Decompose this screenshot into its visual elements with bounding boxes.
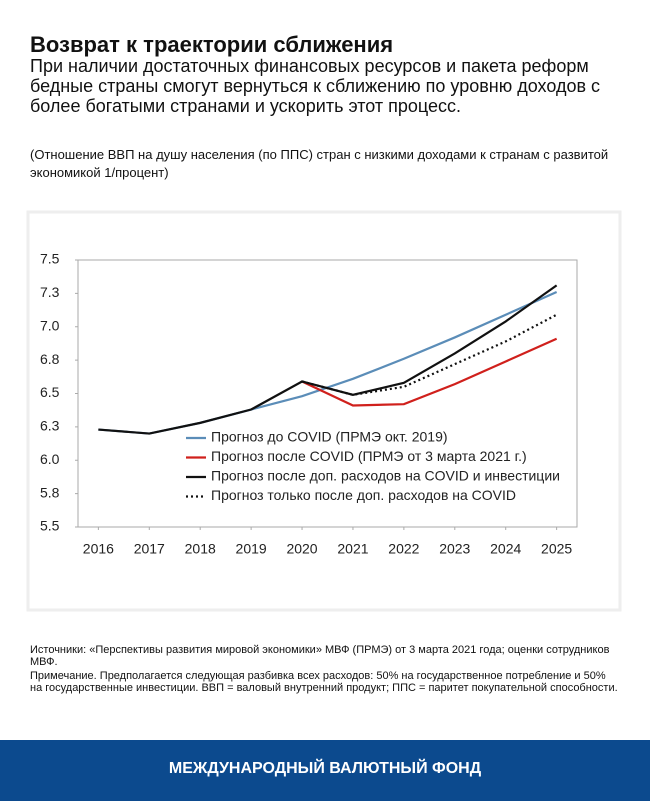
legend-label: Прогноз после COVID (ПРМЭ от 3 марта 202… [211,448,527,464]
series-line [301,313,558,396]
series-line [301,337,558,407]
y-tick-label: 6.0 [40,451,60,467]
chart: 7.5 7.3 7.0 6.8 6.5 6.3 6.0 5.8 5.5 2016 2017 2018 2… [26,210,622,612]
x-tick-label: 2016 [83,541,114,557]
y-tick-label: 6.8 [40,351,60,367]
x-tick-label: 2020 [286,541,317,557]
title: Возврат к траектории сближения [30,32,394,57]
y-tick-label: 7.3 [40,284,60,300]
x-tick-label: 2022 [388,541,419,557]
chart-panel [26,210,622,612]
sources: Источники: «Перспективы развития мировой… [30,644,610,668]
legend-label: Прогноз после доп. расходов на COVID и и… [211,468,560,484]
subtitle: При наличии достаточных финансовых ресур… [30,56,601,116]
x-tick-label: 2025 [541,541,572,557]
x-tick-label: 2024 [490,541,521,557]
legend-label: Прогноз до COVID (ПРМЭ окт. 2019) [211,429,448,445]
y-tick-label: 7.5 [40,251,60,267]
legend-label: Прогноз только после доп. расходов на CO… [211,487,516,503]
x-tick-label: 2018 [185,541,216,557]
x-tick-label: 2023 [439,541,470,557]
x-tick-label: 2021 [337,541,368,557]
y-tick-label: 6.5 [40,384,60,400]
footer: МЕЖДУНАРОДНЫЙ ВАЛЮТНЫЙ ФОНД [0,740,650,801]
y-tick-label: 7.0 [40,317,60,333]
x-tick-label: 2019 [236,541,267,557]
y-tick-label: 5.8 [40,484,60,500]
y-tick-label: 6.3 [40,418,60,434]
units: (Отношение ВВП на душу населения (по ППС… [30,147,609,180]
x-tick-label: 2017 [134,541,165,557]
y-tick-label: 5.5 [40,518,60,534]
note: Примечание. Предполагается следующая раз… [30,670,618,694]
